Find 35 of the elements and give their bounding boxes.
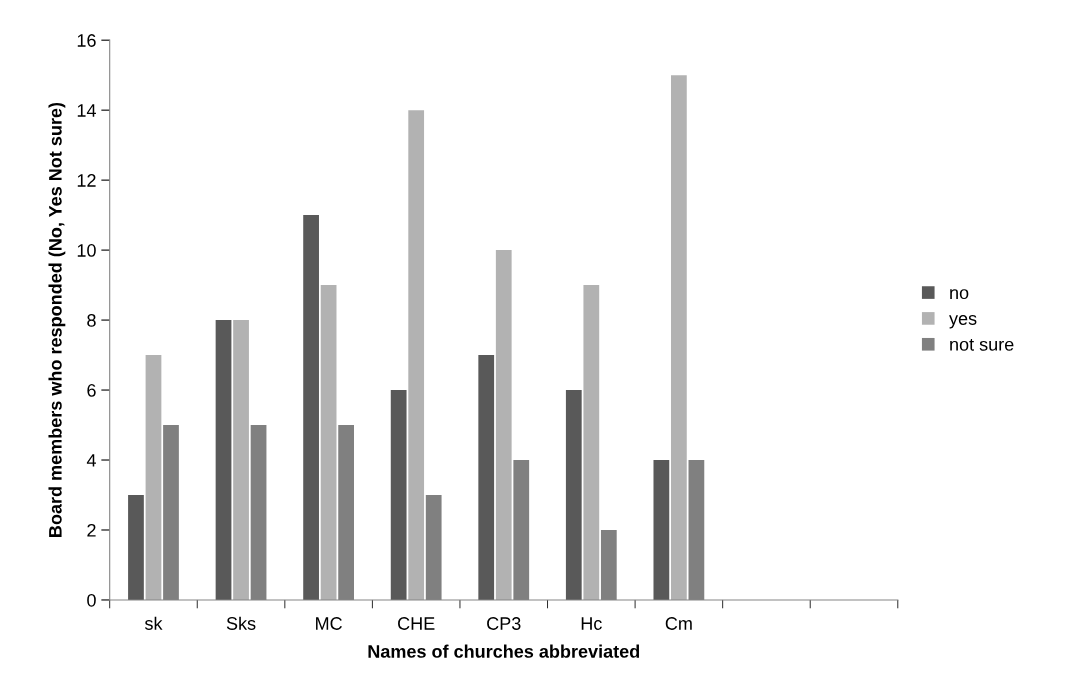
- y-tick-label: 10: [77, 244, 96, 257]
- y-tick-label: 14: [77, 104, 96, 117]
- bar: [390, 390, 407, 600]
- x-tick-label: CHE: [398, 617, 435, 630]
- x-tick-label: Sks: [226, 616, 256, 630]
- y-tick-label: 8: [87, 314, 96, 327]
- bar: [671, 75, 687, 600]
- x-tick-label: sk: [144, 616, 163, 630]
- bar: [495, 250, 512, 600]
- y-tick-label: 12: [77, 174, 96, 187]
- bar: [478, 355, 495, 600]
- bar: [320, 285, 337, 600]
- bar: [215, 320, 232, 600]
- y-tick-label: 6: [87, 383, 96, 397]
- x-tick-label: CP3: [487, 617, 521, 630]
- x-tick-label: Cm: [665, 617, 692, 630]
- bar: [408, 110, 425, 600]
- bar: [145, 355, 162, 600]
- bar: [303, 215, 319, 600]
- y-tick-label: 16: [77, 34, 96, 47]
- x-tick-label: MC: [316, 617, 342, 630]
- y-tick-label: 0: [87, 593, 96, 607]
- x-axis-title: Names of churches abbreviated: [368, 644, 640, 658]
- y-tick-label: 2: [87, 523, 96, 537]
- legend-label: no: [950, 289, 969, 300]
- bar: [128, 495, 144, 600]
- legend-label: yes: [949, 315, 977, 329]
- bar: [565, 390, 582, 600]
- bar: [583, 285, 600, 600]
- y-axis-title: Board members who responded (No, Yes Not sure): [48, 102, 66, 537]
- y-tick-label: 4: [86, 454, 96, 467]
- bar: [653, 460, 670, 600]
- legend-label: not sure: [950, 338, 1014, 351]
- x-tick-label: Hc: [581, 617, 602, 630]
- bar: [233, 320, 249, 600]
